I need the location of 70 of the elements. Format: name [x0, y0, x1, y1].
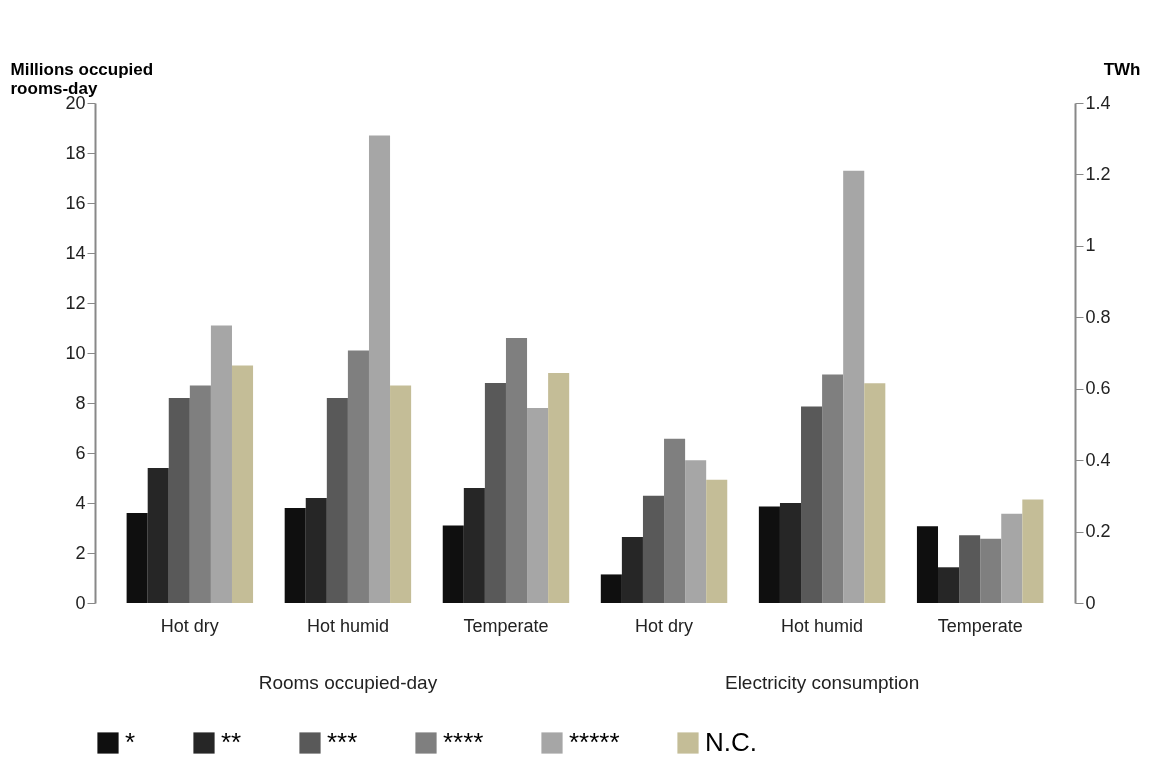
x-tick-label: Hot dry [160, 615, 219, 636]
bar [305, 498, 327, 603]
bar [126, 513, 148, 603]
y2-tick-label: 0.4 [1085, 449, 1111, 470]
bar [959, 535, 981, 603]
text: Rooms occupied-day [258, 672, 438, 693]
bar [284, 508, 306, 603]
bar [147, 468, 169, 603]
x-tick-label: Hot dry [635, 615, 694, 636]
y2-tick-label: 1.2 [1085, 163, 1111, 184]
y-tick-label: 6 [75, 442, 86, 463]
bar [864, 383, 886, 603]
bar [189, 385, 211, 603]
legend-label: **** [443, 727, 484, 757]
legend-label: N.C. [705, 727, 757, 757]
y2-tick-label: 1 [1085, 235, 1096, 256]
bar [758, 506, 780, 603]
bar [1022, 499, 1044, 603]
x-tick-label: Temperate [463, 615, 549, 636]
text: Electricity consumption [724, 672, 920, 693]
legend-label: *** [327, 727, 358, 757]
y-tick-label: 12 [65, 292, 86, 313]
bar [822, 374, 844, 603]
y-tick-label: 2 [75, 542, 86, 563]
bar [484, 383, 506, 603]
bar [664, 438, 686, 603]
bar [642, 495, 665, 603]
bar [706, 479, 728, 603]
y2-axis-title: TWh [1103, 59, 1141, 79]
y-tick-label: 14 [65, 242, 86, 263]
bar [168, 398, 190, 603]
bar [685, 460, 707, 603]
bar [390, 385, 412, 603]
y2-tick-label: 0.6 [1085, 378, 1111, 399]
bar [505, 338, 528, 603]
legend-label: * [125, 727, 136, 757]
bar [442, 525, 464, 603]
y-axis-title: Millions occupied rooms-day [10, 59, 154, 98]
bar [463, 488, 485, 603]
bar [368, 135, 391, 603]
bar [843, 170, 865, 603]
bar [1001, 513, 1023, 603]
bar [527, 408, 549, 603]
y-tick-label: 0 [75, 592, 86, 613]
bar [621, 536, 643, 603]
y-tick-label: 16 [65, 192, 86, 213]
y-tick-label: 8 [75, 392, 86, 413]
bar [980, 538, 1002, 603]
bar [779, 503, 802, 603]
y2-tick-label: 0.8 [1085, 306, 1111, 327]
bar [326, 398, 348, 603]
y2-tick-label: 0 [1085, 592, 1096, 613]
legend-label: ***** [569, 727, 620, 757]
bar [231, 365, 254, 603]
x-tick-label: Temperate [937, 615, 1023, 636]
bar [548, 373, 570, 603]
bar [938, 567, 960, 603]
bar [801, 406, 823, 603]
bar [916, 526, 939, 603]
y2-tick-label: 0.2 [1085, 521, 1111, 542]
bar [347, 350, 369, 603]
y-tick-label: 18 [65, 142, 86, 163]
y2-tick-label: 1.4 [1085, 92, 1111, 113]
bar [210, 325, 232, 603]
x-tick-label: Hot humid [781, 615, 864, 636]
x-tick-label: Hot humid [306, 615, 389, 636]
y-tick-label: 10 [65, 342, 86, 363]
y-tick-label: 4 [75, 492, 86, 513]
legend-label: ** [221, 727, 242, 757]
bar [600, 574, 622, 603]
